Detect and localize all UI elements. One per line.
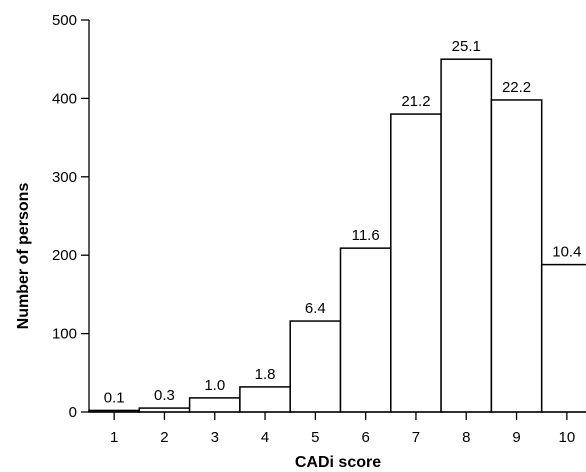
y-tick-label: 400 bbox=[52, 90, 77, 107]
x-tick-label: 6 bbox=[361, 429, 369, 446]
bar bbox=[339, 247, 392, 413]
bar-data-label: 25.1 bbox=[452, 38, 481, 55]
x-axis-title: CADi score bbox=[295, 454, 381, 471]
bar bbox=[188, 397, 241, 413]
x-tick-label: 7 bbox=[412, 429, 420, 446]
bar-data-label: 10.4 bbox=[552, 244, 581, 261]
y-tick-label: 200 bbox=[52, 247, 77, 264]
bar-data-label: 1.0 bbox=[204, 377, 225, 394]
x-tick-label: 5 bbox=[311, 429, 319, 446]
bar-data-label: 21.2 bbox=[401, 93, 430, 110]
bar-data-label: 11.6 bbox=[352, 227, 380, 244]
y-tick-label: 0 bbox=[69, 404, 77, 421]
bar bbox=[289, 320, 342, 413]
bar bbox=[490, 99, 543, 413]
x-tick-label: 10 bbox=[559, 429, 576, 446]
x-tick-label: 4 bbox=[261, 429, 269, 446]
x-tick-label: 2 bbox=[160, 429, 168, 446]
bar bbox=[540, 263, 586, 413]
bar bbox=[440, 58, 493, 413]
bar bbox=[239, 386, 291, 413]
x-tick-label: 1 bbox=[110, 429, 118, 446]
plot-area: 0 100 200 300 400 500 0.1 1 0.3 2 1.0 3 1.8 4 6.4 5 11.6… bbox=[52, 12, 586, 446]
x-tick-label: 9 bbox=[512, 429, 520, 446]
y-tick-label: 100 bbox=[52, 326, 77, 343]
bar-data-label: 1.8 bbox=[255, 366, 276, 383]
y-axis-title: Number of persons bbox=[15, 183, 32, 330]
bar-data-label: 0.1 bbox=[104, 389, 125, 406]
y-tick-label: 500 bbox=[52, 12, 77, 29]
x-tick-label: 8 bbox=[462, 429, 470, 446]
bar-data-label: 0.3 bbox=[154, 387, 175, 404]
bar-data-label: 6.4 bbox=[305, 300, 326, 317]
x-tick-label: 3 bbox=[211, 429, 219, 446]
bar-data-label: 22.2 bbox=[502, 79, 531, 96]
bar bbox=[390, 113, 442, 413]
y-tick-label: 300 bbox=[52, 169, 77, 186]
